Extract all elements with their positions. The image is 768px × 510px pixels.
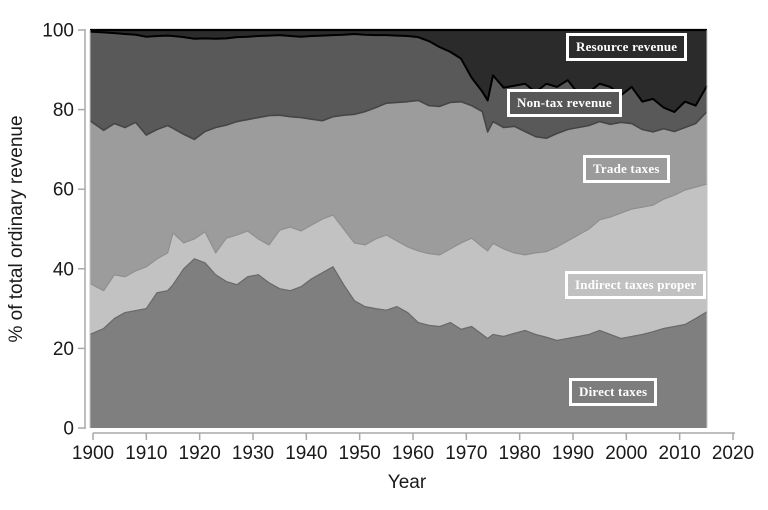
svg-text:2020: 2020 bbox=[712, 443, 754, 464]
svg-text:80: 80 bbox=[53, 100, 74, 121]
svg-text:1930: 1930 bbox=[232, 443, 274, 464]
svg-text:1940: 1940 bbox=[285, 443, 327, 464]
svg-text:1980: 1980 bbox=[499, 443, 541, 464]
band-label-non-tax-revenue: Non-tax revenue bbox=[507, 89, 622, 117]
svg-text:1950: 1950 bbox=[339, 443, 381, 464]
svg-text:2010: 2010 bbox=[659, 443, 701, 464]
svg-text:2000: 2000 bbox=[605, 443, 647, 464]
band-label-resource-revenue: Resource revenue bbox=[566, 33, 688, 61]
y-axis-title: % of total ordinary revenue bbox=[6, 115, 27, 342]
svg-text:20: 20 bbox=[53, 339, 74, 360]
svg-text:0: 0 bbox=[63, 419, 74, 440]
svg-text:1960: 1960 bbox=[392, 443, 434, 464]
x-axis-title: Year bbox=[388, 472, 427, 493]
svg-text:1920: 1920 bbox=[179, 443, 221, 464]
band-label-indirect-taxes-proper: Indirect taxes proper bbox=[565, 271, 707, 299]
svg-text:100: 100 bbox=[42, 21, 74, 42]
band-label-trade-taxes: Trade taxes bbox=[583, 155, 670, 183]
svg-text:40: 40 bbox=[53, 259, 74, 280]
svg-text:1910: 1910 bbox=[125, 443, 167, 464]
band-label-direct-taxes: Direct taxes bbox=[569, 378, 658, 406]
svg-text:1990: 1990 bbox=[552, 443, 594, 464]
svg-text:1970: 1970 bbox=[445, 443, 487, 464]
svg-text:60: 60 bbox=[53, 180, 74, 201]
svg-text:1900: 1900 bbox=[72, 443, 114, 464]
